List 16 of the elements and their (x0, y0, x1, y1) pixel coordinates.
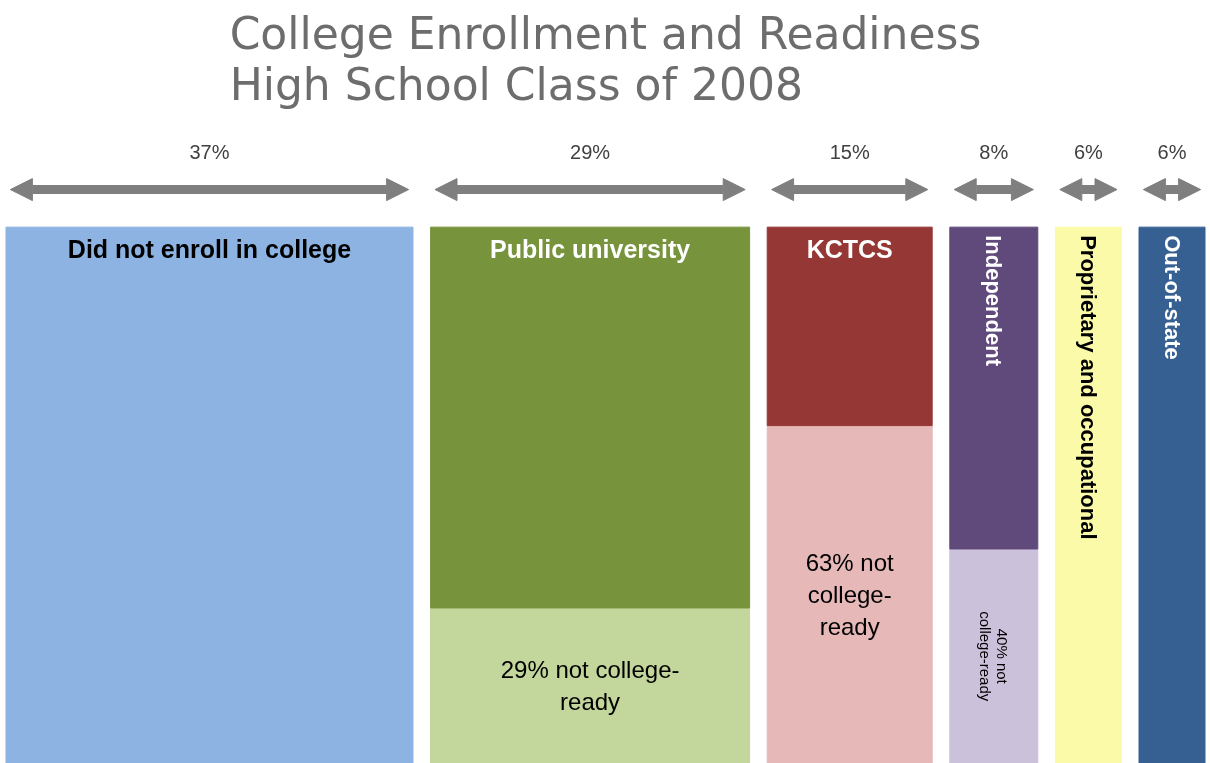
data-label: 15% (829, 140, 870, 163)
data-label: 6% (1073, 140, 1104, 163)
data-label: 37% (189, 140, 230, 163)
data-label: 8% (979, 140, 1009, 163)
data-label: 6% (1157, 140, 1187, 163)
data-label: 29% not college-ready (500, 656, 680, 716)
data-label: 40% not college-ready (976, 611, 1011, 702)
data-label: 63% not college-ready (805, 548, 895, 641)
category-label: Did not enroll in college (67, 235, 352, 264)
category-label: Proprietary and occupational (1075, 235, 1101, 540)
category-label: Independent (981, 235, 1007, 367)
category-label: KCTCS (806, 235, 893, 264)
text: College Enrollment and Readiness High School Class of 2008 (229, 7, 982, 110)
category-label: Out-of-state (1159, 235, 1185, 360)
data-label: 29% (570, 140, 611, 163)
category-label: Public university (490, 235, 691, 264)
